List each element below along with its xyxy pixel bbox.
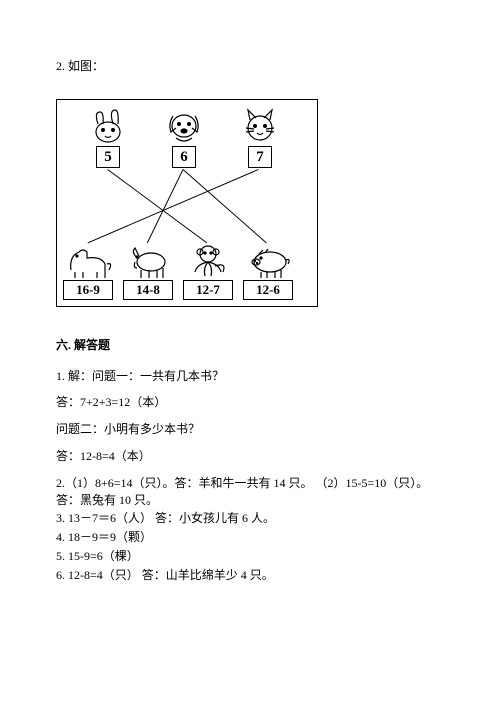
horse-icon: [63, 242, 113, 280]
dog-icon: [163, 106, 205, 146]
bottom-item-horse: 16-9: [63, 242, 113, 300]
top-box-6: 6: [172, 146, 196, 168]
bottom-box-2: 12-7: [183, 280, 233, 300]
q1-intro: 1. 解：问题一：一共有几本书？: [56, 368, 444, 385]
q2: 2.（1）8+6=14（只）。答：羊和牛一共有 14 只。 （2）15-5=10…: [56, 475, 444, 509]
top-item-dog: 6: [163, 106, 205, 168]
bottom-item-pig: 12-6: [243, 242, 293, 300]
top-item-cat: 7: [239, 106, 281, 168]
bottom-box-1: 14-8: [123, 280, 173, 300]
matching-diagram: 5 6: [56, 99, 318, 307]
q6: 6. 12-8=4（只） 答：山羊比绵羊少 4 只。: [56, 567, 444, 584]
q1b-answer: 答：12-8=4（本）: [56, 448, 444, 465]
bottom-box-3: 12-6: [243, 280, 293, 300]
q3: 3. 13－7＝6（人） 答：小女孩儿有 6 人。: [56, 510, 444, 527]
pig-icon: [243, 242, 293, 280]
figure-caption: 2. 如图：: [56, 58, 444, 75]
top-box-5: 5: [96, 146, 120, 168]
q1b-intro: 问题二：小明有多少本书？: [56, 421, 444, 438]
top-item-rabbit: 5: [87, 106, 129, 168]
cat-icon: [239, 106, 281, 146]
q5: 5. 15-9=6（棵）: [56, 548, 444, 565]
q4: 4. 18－9＝9（颗）: [56, 529, 444, 546]
monkey-icon: [183, 242, 233, 280]
bottom-item-goat: 14-8: [123, 242, 173, 300]
top-box-7: 7: [248, 146, 272, 168]
goat-icon: [123, 242, 173, 280]
section-title: 六. 解答题: [56, 337, 444, 354]
bottom-box-0: 16-9: [63, 280, 113, 300]
compact-answers: 2.（1）8+6=14（只）。答：羊和牛一共有 14 只。 （2）15-5=10…: [56, 475, 444, 584]
top-row: 5 6: [87, 106, 281, 168]
q1-answer: 答：7+2+3=12（本）: [56, 394, 444, 411]
page: 2. 如图：: [0, 0, 500, 626]
bottom-item-monkey: 12-7: [183, 242, 233, 300]
bottom-row: 16-9 14-8: [63, 242, 293, 300]
rabbit-icon: [87, 106, 129, 146]
